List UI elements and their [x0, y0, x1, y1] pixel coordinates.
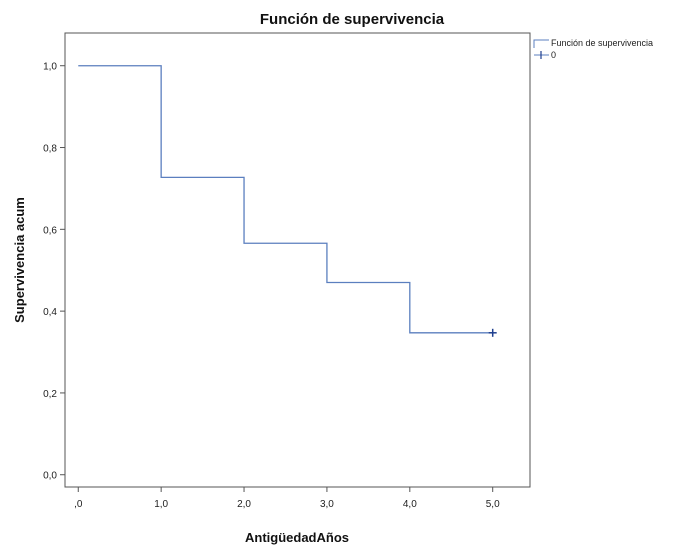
legend-survival-label: Función de supervivencia — [551, 38, 653, 48]
series-layer — [78, 65, 493, 334]
y-tick-label-1: 0,2 — [43, 389, 57, 400]
y-axis-label: Supervivencia acum — [12, 197, 27, 323]
plot-area — [64, 32, 531, 488]
legend: Función de supervivencia 0 — [533, 38, 653, 60]
censor-mark-0 — [488, 328, 497, 337]
x-axis: ,0 1,0 2,0 3,0 4,0 5,0 — [74, 487, 500, 510]
y-tick-label-0: 0,0 — [43, 471, 57, 482]
censor-layer — [488, 328, 497, 337]
y-axis: 0,0 0,2 0,4 0,6 0,8 1,0 — [43, 62, 65, 482]
legend-survival-symbol — [533, 39, 549, 48]
x-tick-label-0: ,0 — [74, 499, 83, 510]
survival-step-line-0 — [78, 65, 493, 334]
y-tick-label-2: 0,4 — [43, 307, 57, 318]
legend-censor-label: 0 — [551, 50, 556, 60]
x-tick-label-3: 3,0 — [320, 499, 334, 510]
y-tick-label-4: 0,8 — [43, 144, 57, 155]
chart-title: Función de supervivencia — [260, 11, 445, 28]
x-axis-label: AntigüedadAños — [245, 530, 349, 545]
y-tick-label-5: 1,0 — [43, 62, 57, 73]
x-tick-label-4: 4,0 — [403, 499, 417, 510]
legend-censor-symbol — [534, 51, 549, 59]
x-tick-label-2: 2,0 — [237, 499, 251, 510]
y-tick-label-3: 0,6 — [43, 225, 57, 236]
x-tick-label-1: 1,0 — [154, 499, 168, 510]
x-tick-label-5: 5,0 — [486, 499, 500, 510]
